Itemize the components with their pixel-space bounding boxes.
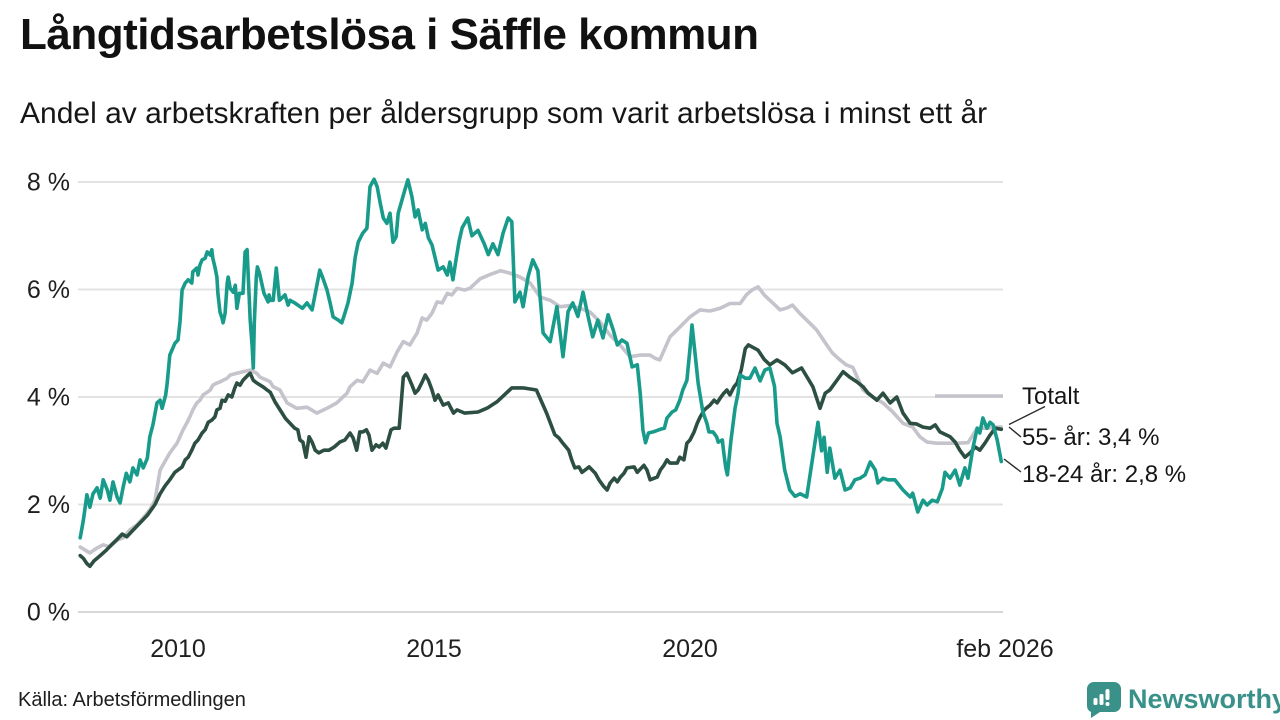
page-subtitle: Andel av arbetskraften per åldersgrupp s…: [20, 97, 988, 130]
y-axis-label: 6 %: [27, 276, 70, 304]
series-line-18-24-ar: [78, 177, 1004, 540]
newsworthy-logo-icon: [1087, 682, 1121, 718]
x-axis-label: feb 2026: [956, 635, 1053, 663]
y-axis-label: 4 %: [27, 384, 70, 412]
y-axis-label: 2 %: [27, 491, 70, 519]
newsworthy-wordmark: Newsworthy: [1128, 684, 1280, 714]
annotation-55-ar: 55- år: 3,4 %: [1022, 424, 1159, 451]
y-axis-label: 0 %: [27, 599, 70, 627]
leader-line-55-ar: [1008, 426, 1022, 438]
source-note: Källa: Arbetsförmedlingen: [18, 689, 246, 711]
series-line-55-ar: [78, 343, 1004, 569]
leader-line-18-24-ar: [1003, 458, 1022, 473]
x-axis-label: 2015: [406, 635, 462, 663]
x-axis-label: 2020: [662, 635, 718, 663]
x-axis-label: 2010: [150, 635, 206, 663]
series-line-totalt: [78, 268, 1004, 555]
page-title: Långtidsarbetslösa i Säffle kommun: [20, 10, 759, 59]
leader-line-totalt: [1008, 405, 1046, 426]
y-axis-label: 8 %: [27, 169, 70, 197]
annotation-18-24-ar: 18-24 år: 2,8 %: [1022, 461, 1186, 488]
annotation-totalt: Totalt: [1022, 383, 1080, 410]
